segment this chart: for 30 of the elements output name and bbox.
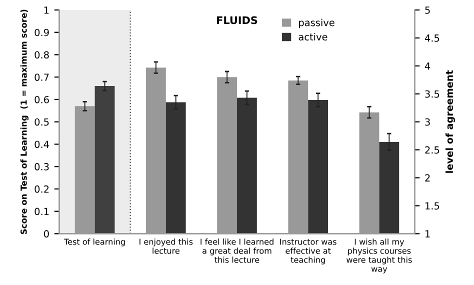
y-tick-label: 0.7 [34,74,49,81]
x-tick-label: I wish all my physics courses were taught this way [346,238,412,274]
x-tick-label: Instructor was effective at teaching [280,238,336,264]
y2-tick-label: 3 [425,118,430,126]
y-axis-title: Score on Test of Learning (1 = maximum score) [20,10,29,234]
y2-tick-label: 4.5 [424,34,440,42]
x-tick-label: Test of learning [64,238,125,246]
y-tick-label: 0.2 [34,185,49,193]
y-tick-label: 0.8 [34,51,49,59]
y2-tick-label: 1 [426,230,430,238]
y2-tick-label: 3.5 [425,90,440,98]
y2-axis-title: level of agreement [445,70,455,173]
x-tick-label: I enjoyed this lecture [140,238,193,254]
y-tick-label: 1 [44,6,49,14]
y-tick-label: 0.6 [34,96,49,104]
y2-tick-label: 5 [425,6,430,14]
y2-tick-label: 4 [424,62,430,70]
y-tick-label: 0.9 [34,28,49,36]
y2-tick-label: 2 [425,174,430,182]
y-tick-label: 0 [44,230,49,238]
chart-title: FLUIDS [217,16,258,24]
y2-tick-label: 2.5 [425,146,440,154]
y-tick-label: 0.3 [34,163,49,170]
y2-tick-label: 1.5 [426,202,440,210]
legend-label: active [298,32,328,41]
y-tick-label: 0.1 [34,208,49,216]
x-tick-label: I feel like I learned a great deal from this lecture [200,238,274,263]
y-tick-label: 0.4 [34,140,49,148]
y-tick-label: 0.5 [34,118,49,126]
legend-label: passive [299,18,334,28]
